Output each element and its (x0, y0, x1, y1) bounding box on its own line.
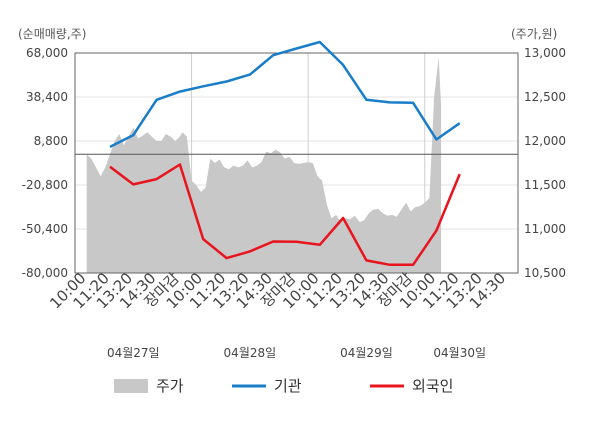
left-tick-label: -20,800 (22, 178, 68, 192)
left-tick-label: 68,000 (26, 46, 68, 60)
price-area (86, 57, 442, 274)
day-label: 04월30일 (433, 346, 486, 360)
legend: 주가 기관 외국인 (114, 377, 453, 395)
left-tick-label: -80,000 (22, 266, 68, 280)
y-axes: 68,000 38,400 8,800 -20,800 -50,400 -80,000 13… (22, 46, 566, 280)
right-axis-unit: (주가,원) (511, 27, 557, 41)
right-tick-label: 12,000 (524, 134, 566, 148)
legend-swatch (114, 379, 148, 393)
left-tick-label: 38,400 (26, 90, 68, 104)
flow-line-series (109, 40, 461, 267)
plot-border (74, 52, 519, 274)
right-tick-label: 12,500 (524, 90, 566, 104)
legend-label: 주가 (156, 377, 184, 395)
x-axis: 10:0011:2013:2014:30장마감10:0011:2013:2014… (46, 269, 509, 360)
right-tick-label: 11,000 (524, 222, 566, 236)
right-tick-label: 11,500 (524, 178, 566, 192)
price-area-series (86, 57, 442, 274)
series-line-기관 (109, 40, 461, 149)
day-label: 04월27일 (107, 346, 160, 360)
right-tick-label: 10,500 (524, 266, 566, 280)
right-tick-label: 13,000 (524, 46, 566, 60)
left-axis-unit: (순매매량,주) (18, 27, 86, 41)
day-label: 04월29일 (340, 346, 393, 360)
legend-label: 외국인 (412, 377, 453, 395)
day-label: 04월28일 (224, 346, 277, 360)
series-line-외국인 (109, 163, 461, 267)
legend-label: 기관 (274, 377, 302, 395)
left-tick-label: -50,400 (22, 222, 68, 236)
plot-frame (74, 52, 519, 274)
left-tick-label: 8,800 (34, 134, 68, 148)
